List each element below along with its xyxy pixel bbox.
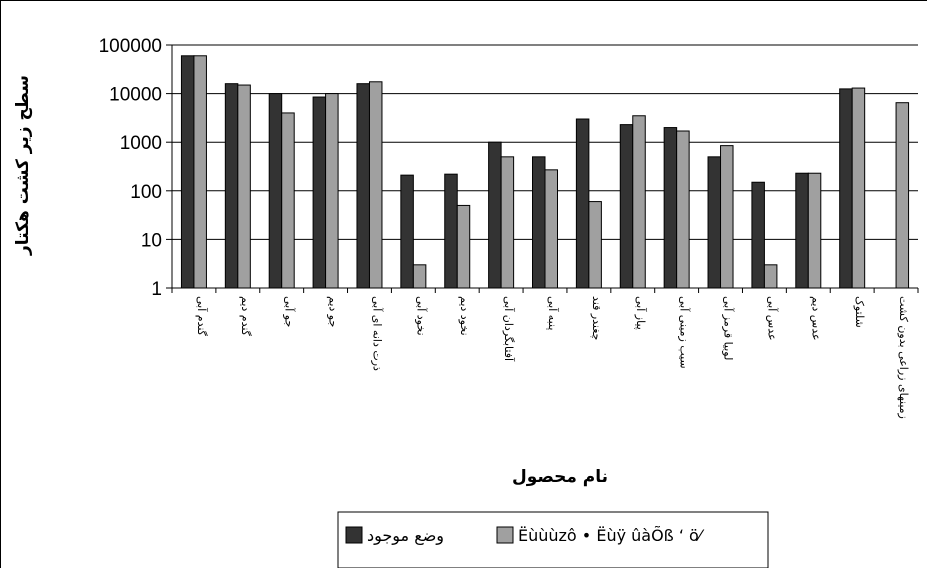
- bar-proposed: [588, 201, 602, 289]
- bar-existing: [444, 173, 458, 289]
- x-tick-label: عدس آبی: [765, 296, 779, 341]
- axes: [171, 45, 919, 293]
- bar-existing: [312, 96, 327, 289]
- x-tick-label: نخود دیم: [458, 296, 471, 336]
- x-tick-label: شلتوک: [853, 296, 866, 328]
- bar-existing: [356, 83, 370, 289]
- x-tick-label: گندم دیم: [239, 296, 252, 337]
- x-tick-label: عدس دیم: [809, 296, 822, 341]
- bar-existing: [532, 156, 546, 289]
- x-tick-labels: گندم آبی گندم دیم جو آبی جو دیم ذرت دانه ای …: [195, 296, 910, 419]
- x-tick-label: لوبیا قرمز آبی: [722, 296, 736, 360]
- bar-existing: [751, 181, 765, 289]
- bar-proposed: [500, 156, 515, 289]
- y-tick-label: 1000: [120, 133, 162, 154]
- bar-existing: [663, 127, 678, 289]
- x-tick-label: آفتابگردان آبی: [502, 296, 516, 362]
- legend-label-existing: وضع موجود: [367, 526, 444, 546]
- bar-existing: [839, 88, 853, 289]
- bar-existing: [180, 55, 195, 289]
- bar-proposed: [763, 264, 778, 289]
- bar-proposed: [281, 112, 295, 289]
- bar-proposed: [412, 264, 427, 289]
- x-tick-label: ذرت دانه ای آبی: [370, 296, 384, 371]
- legend: وضع موجود Ëùùùzô • Ëùÿ ûàÕß ‘ ö⁄: [337, 511, 769, 568]
- y-tick-label: 10000: [109, 85, 162, 106]
- bar-proposed: [193, 55, 207, 289]
- bar-existing: [268, 93, 283, 289]
- legend-swatch-existing: [345, 526, 363, 544]
- x-tick-label: گندم آبی: [195, 296, 209, 337]
- y-axis-title: سطح زیر کشت هکتار: [13, 75, 33, 256]
- bar-existing: [707, 156, 722, 289]
- bar-proposed: [720, 145, 734, 289]
- bar-proposed: [544, 169, 558, 289]
- legend-box: [337, 511, 769, 568]
- bar-existing: [619, 124, 634, 289]
- legend-label-proposed: Ëùùùzô • Ëùÿ ûàÕß ‘ ö⁄: [518, 526, 705, 545]
- legend-swatch-proposed: [496, 526, 514, 544]
- x-tick-label: جو آبی: [283, 296, 297, 327]
- x-tick-label: چغندر قند: [590, 296, 603, 340]
- bar-proposed: [632, 115, 646, 289]
- x-tick-label: جو دیم: [327, 296, 340, 327]
- x-tick-label: سیب زمینی آبی: [678, 296, 692, 369]
- y-tick-label: 100000: [99, 36, 162, 57]
- x-tick-label: پنبه آبی: [546, 296, 560, 330]
- bar-proposed: [368, 81, 383, 289]
- bar-existing: [795, 172, 809, 289]
- bar-proposed: [456, 204, 471, 289]
- x-tick-label: پیاز آبی: [634, 296, 648, 330]
- bar-proposed: [325, 93, 339, 289]
- bar-proposed: [807, 172, 822, 289]
- bars: [180, 55, 910, 289]
- y-tick-labels: 1 10 100 1000 10000 100000: [99, 36, 162, 300]
- bar-existing: [575, 118, 590, 289]
- bar-existing: [224, 83, 239, 289]
- bar-existing: [488, 141, 502, 289]
- bar-proposed: [851, 87, 866, 289]
- bar-proposed: [676, 130, 690, 289]
- y-tick-label: 100: [130, 182, 162, 203]
- x-tick-label: زمینهای زراعی بدون کشت: [897, 296, 910, 419]
- bar-proposed: [237, 84, 251, 289]
- bar-proposed: [895, 102, 910, 289]
- y-tick-label: 10: [141, 230, 162, 251]
- bar-existing: [400, 174, 414, 289]
- x-tick-label: نخود آبی: [414, 296, 428, 336]
- x-axis-title: نام محصول: [512, 467, 608, 487]
- y-tick-label: 1: [151, 279, 162, 300]
